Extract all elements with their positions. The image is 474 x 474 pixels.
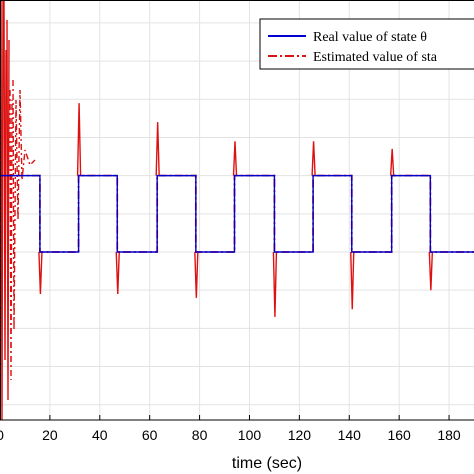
series-real xyxy=(0,174,474,253)
estimated-spike-10 xyxy=(428,251,434,291)
estimated-spike-1 xyxy=(76,103,82,176)
x-tick-label-origin: 0 xyxy=(0,427,4,443)
x-tick-label-5: 120 xyxy=(288,427,312,443)
estimated-transient-1 xyxy=(3,0,7,361)
real-square-line xyxy=(0,174,474,253)
estimated-transient-3 xyxy=(9,89,13,381)
legend-label-real: Real value of state θ xyxy=(313,30,427,45)
x-tick-label-1: 40 xyxy=(92,427,108,443)
legend-label-estimated: Estimated value of sta xyxy=(313,50,438,65)
estimated-transient-2 xyxy=(6,19,10,401)
legend: Real value of state θ Estimated value of… xyxy=(259,18,474,70)
x-tick-label-3: 80 xyxy=(192,427,208,443)
x-tick-label-0: 20 xyxy=(42,427,58,443)
x-ticks: 20 40 60 80 100 120 140 160 180 0 xyxy=(0,415,461,443)
x-tick-label-4: 100 xyxy=(238,427,262,443)
estimated-spike-7 xyxy=(311,141,316,176)
estimated-spike-2 xyxy=(115,251,120,295)
x-tick-label-6: 140 xyxy=(338,427,362,443)
estimated-spike-4 xyxy=(194,251,199,298)
x-tick-label-2: 60 xyxy=(142,427,158,443)
estimated-spike-3 xyxy=(155,122,160,176)
legend-box xyxy=(259,18,474,70)
x-tick-label-7: 160 xyxy=(387,427,411,443)
estimated-transient-4 xyxy=(12,79,36,331)
estimated-spike-6 xyxy=(272,251,278,317)
estimated-spike-5 xyxy=(232,141,238,176)
x-axis-label: time (sec) xyxy=(232,455,302,472)
estimated-spike-0 xyxy=(38,251,43,295)
x-tick-label-8: 180 xyxy=(437,427,461,443)
estimated-spike-9 xyxy=(389,148,395,176)
estimated-spike-8 xyxy=(350,251,355,310)
